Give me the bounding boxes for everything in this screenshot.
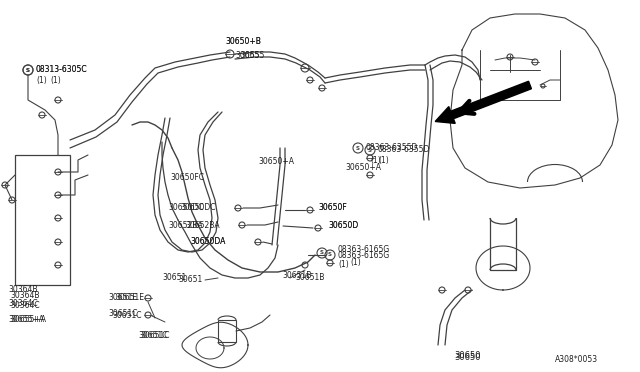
Text: 08313-6305C: 08313-6305C: [36, 65, 88, 74]
Text: S: S: [26, 67, 30, 73]
Text: 30655+A: 30655+A: [10, 315, 46, 324]
Text: 30650: 30650: [454, 353, 481, 362]
Text: 30655: 30655: [235, 51, 259, 60]
Text: 30650DA: 30650DA: [190, 237, 225, 247]
Text: 30652BA: 30652BA: [185, 221, 220, 230]
Text: 30655+A: 30655+A: [8, 315, 44, 324]
Text: 30650DC: 30650DC: [180, 203, 216, 212]
Text: S: S: [328, 253, 332, 257]
Text: 30650+B: 30650+B: [225, 38, 261, 46]
Text: S: S: [320, 250, 324, 256]
Text: 30650FC: 30650FC: [170, 173, 204, 183]
Text: 30651C: 30651C: [108, 310, 138, 318]
Text: 30364B: 30364B: [10, 291, 40, 299]
Text: 30650DA: 30650DA: [190, 237, 225, 247]
Text: S: S: [26, 67, 30, 73]
Text: (1): (1): [36, 76, 47, 84]
Text: (1): (1): [50, 76, 61, 84]
Text: 30650+B: 30650+B: [225, 38, 261, 46]
Text: (1): (1): [350, 257, 361, 266]
Text: 30651B: 30651B: [282, 272, 312, 280]
Bar: [15, 155, 70, 285]
Text: 30652BA: 30652BA: [168, 221, 203, 230]
Text: 30650F: 30650F: [318, 203, 347, 212]
Text: (1): (1): [338, 260, 349, 269]
Text: 30651C: 30651C: [140, 330, 170, 340]
Text: (1): (1): [370, 155, 381, 164]
Text: 30650+A: 30650+A: [345, 164, 381, 173]
Text: 30651E: 30651E: [115, 294, 144, 302]
Text: 30650F: 30650F: [318, 203, 347, 212]
Text: 30655: 30655: [240, 51, 264, 60]
Bar: [218, 320, 236, 342]
Text: 30364C: 30364C: [8, 298, 38, 308]
Text: 30651B: 30651B: [295, 273, 324, 282]
Text: 08363-6355D: 08363-6355D: [366, 144, 419, 153]
Text: 30651E: 30651E: [108, 294, 137, 302]
Text: A308*0053: A308*0053: [555, 356, 598, 365]
Text: 30650+A: 30650+A: [258, 157, 294, 167]
Text: (1): (1): [378, 155, 388, 164]
Text: 30364C: 30364C: [10, 301, 40, 310]
Text: 30650D: 30650D: [328, 221, 358, 231]
Text: 08363-6165G: 08363-6165G: [338, 250, 390, 260]
Text: 30651: 30651: [178, 276, 202, 285]
Text: 30364B: 30364B: [8, 285, 38, 295]
Text: 30651C: 30651C: [138, 331, 168, 340]
Text: 30651: 30651: [162, 273, 186, 282]
Text: S: S: [356, 145, 360, 151]
Text: 30650D: 30650D: [328, 221, 358, 231]
Text: S: S: [368, 148, 372, 153]
FancyArrow shape: [435, 81, 531, 124]
Text: 08363-6355D: 08363-6355D: [378, 145, 430, 154]
Text: 30651C: 30651C: [112, 311, 141, 320]
Text: 30650: 30650: [454, 350, 481, 359]
Text: 30650DC: 30650DC: [168, 203, 204, 212]
Text: 08313-6305C: 08313-6305C: [36, 65, 88, 74]
Text: 08363-6165G: 08363-6165G: [338, 246, 390, 254]
